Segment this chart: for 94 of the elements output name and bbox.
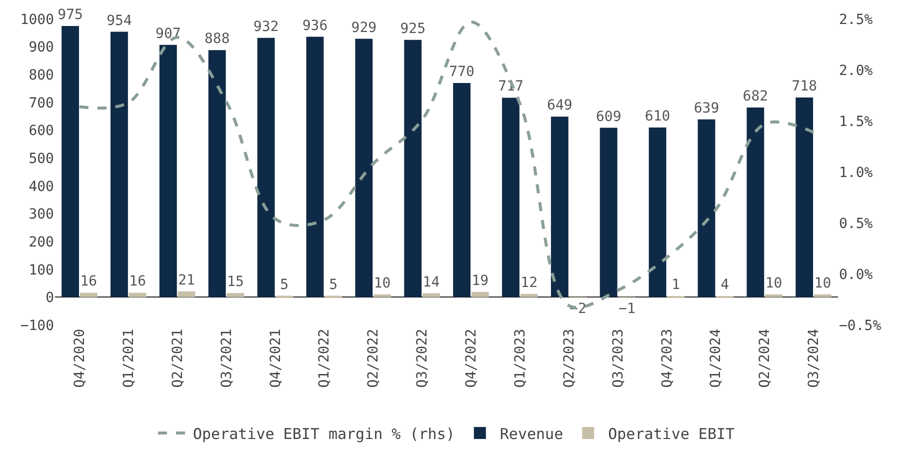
bar xyxy=(226,293,244,298)
data-label: 10 xyxy=(765,275,782,292)
y2-tick-label: 1.5% xyxy=(839,114,874,130)
x-tick-label: Q1/2023 xyxy=(512,328,528,388)
data-label: 5 xyxy=(280,276,289,293)
data-label: 907 xyxy=(156,26,181,42)
x-tick-label: Q3/2021 xyxy=(218,328,235,388)
data-label: 10 xyxy=(814,275,832,292)
bar xyxy=(520,294,538,298)
bar xyxy=(814,294,832,298)
bar xyxy=(80,292,98,298)
bar xyxy=(471,292,489,298)
data-label: 21 xyxy=(178,272,195,288)
data-label: 19 xyxy=(472,272,489,289)
bar xyxy=(765,294,782,298)
x-tick-label: Q1/2022 xyxy=(316,328,333,388)
bar xyxy=(62,26,80,298)
data-label: 16 xyxy=(80,274,98,290)
data-label: 888 xyxy=(204,31,230,48)
bar xyxy=(257,38,275,298)
bar xyxy=(698,119,716,298)
x-tick-label: Q4/2023 xyxy=(659,328,676,388)
data-label: 16 xyxy=(129,274,146,290)
bar xyxy=(404,40,422,298)
data-label: 954 xyxy=(106,12,132,29)
legend-label: Operative EBIT margin % (rhs) xyxy=(193,424,455,443)
y2-tick-label: −0.5% xyxy=(839,318,882,334)
data-label: 610 xyxy=(644,108,670,124)
x-tick-label: Q4/2020 xyxy=(72,328,88,388)
bar xyxy=(746,107,764,298)
x-tick-label: Q3/2023 xyxy=(610,328,626,388)
y2-tick-label: 0.5% xyxy=(839,216,874,232)
bar xyxy=(550,116,568,298)
data-label: 4 xyxy=(720,277,730,293)
bar xyxy=(178,291,196,298)
data-label: 649 xyxy=(547,98,572,114)
data-label: 770 xyxy=(449,64,474,80)
bar xyxy=(355,38,373,298)
data-label: 639 xyxy=(694,100,720,116)
legend-label: Revenue xyxy=(500,424,564,443)
x-tick-label: Q1/2021 xyxy=(120,328,137,388)
bar xyxy=(128,292,146,298)
x-tick-label: Q4/2021 xyxy=(268,328,284,388)
bar xyxy=(110,32,128,298)
x-tick-label: Q1/2024 xyxy=(708,328,724,388)
data-label: 609 xyxy=(596,108,622,125)
bar xyxy=(502,98,520,298)
y2-tick-label: 2.0% xyxy=(839,62,874,79)
legend-label: Operative EBIT xyxy=(608,424,735,443)
data-label: 975 xyxy=(58,6,83,23)
x-tick-label: Q4/2022 xyxy=(464,328,480,388)
y-tick-label: 600 xyxy=(28,123,54,140)
data-label: 10 xyxy=(374,275,391,292)
bar xyxy=(600,128,618,298)
y-tick-label: 200 xyxy=(28,234,54,250)
data-label: 5 xyxy=(329,276,338,293)
bar xyxy=(306,36,324,298)
bar xyxy=(648,127,666,298)
data-label: 1 xyxy=(672,277,680,293)
y-tick-label: 800 xyxy=(28,68,54,84)
x-tick-label: Q2/2023 xyxy=(561,328,578,388)
y-tick-label: 300 xyxy=(28,206,54,223)
data-label: 12 xyxy=(520,274,538,291)
y-tick-label: 1000 xyxy=(20,12,54,28)
data-label: 15 xyxy=(227,274,244,290)
y-tick-label: 700 xyxy=(28,95,54,112)
bar xyxy=(159,44,177,298)
y-tick-label: 100 xyxy=(28,262,54,278)
y2-tick-label: 1.0% xyxy=(839,164,874,181)
y2-tick-label: 2.5% xyxy=(839,12,874,28)
bar xyxy=(453,82,471,298)
bar xyxy=(422,293,440,298)
bar xyxy=(796,97,814,298)
data-label: 932 xyxy=(253,18,279,35)
data-label: 682 xyxy=(742,88,768,104)
y-tick-label: 500 xyxy=(28,150,54,167)
y2-tick-label: 0.0% xyxy=(839,266,874,283)
bar xyxy=(374,294,391,298)
x-tick-label: Q3/2024 xyxy=(806,328,822,388)
y-tick-label: −100 xyxy=(20,318,54,334)
data-label: −1 xyxy=(618,301,636,317)
x-tick-label: Q2/2024 xyxy=(757,328,774,388)
bar xyxy=(208,50,226,298)
data-label: 929 xyxy=(351,20,377,36)
y-tick-label: 900 xyxy=(28,40,54,56)
data-label: 925 xyxy=(400,20,426,37)
data-label: 718 xyxy=(792,78,818,94)
x-tick-label: Q3/2022 xyxy=(414,328,431,388)
x-tick-label: Q2/2021 xyxy=(170,328,186,388)
y-tick-label: 0 xyxy=(46,290,54,306)
data-label: 936 xyxy=(302,18,328,34)
x-tick-label: Q2/2022 xyxy=(366,328,382,388)
y-tick-label: 400 xyxy=(28,178,54,195)
data-label: 14 xyxy=(422,274,440,290)
